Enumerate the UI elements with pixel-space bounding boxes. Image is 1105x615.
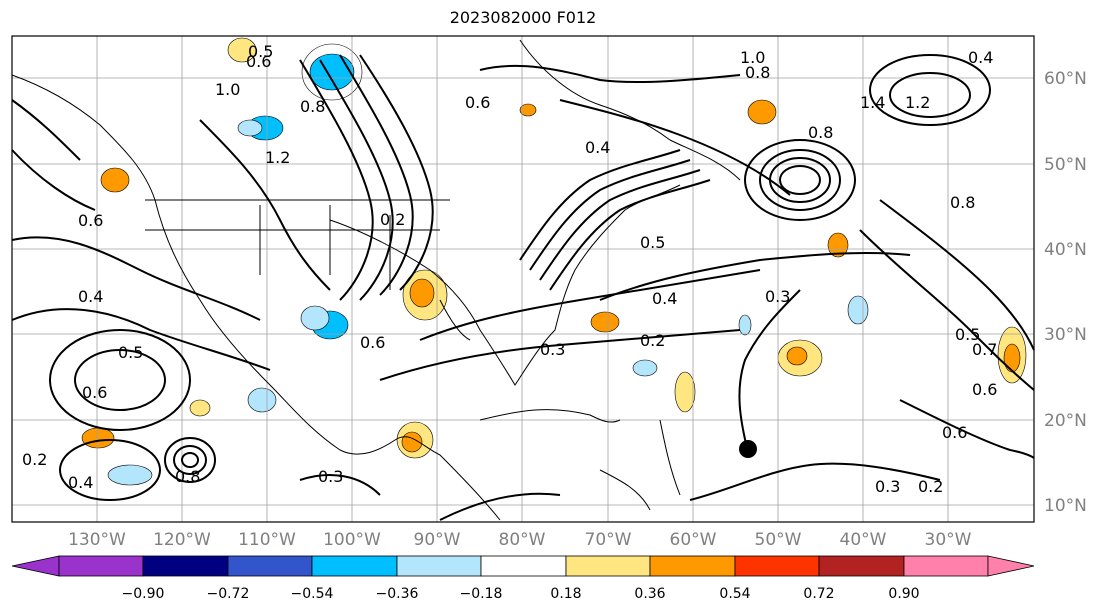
colorbar-segment: [396, 555, 482, 577]
colorbar-tick-label: −0.18: [460, 586, 503, 602]
contour-label: 0.3: [875, 477, 900, 496]
contour-label: 0.4: [652, 289, 677, 308]
colorbar-segment: [649, 555, 736, 577]
lon-label: 70°W: [585, 530, 632, 550]
lat-label: 10°N: [1044, 496, 1087, 516]
contour-label: 0.6: [78, 211, 103, 230]
contour-label: 0.5: [640, 233, 665, 252]
lat-label: 60°N: [1044, 69, 1087, 89]
colorbar-extend-right: [987, 555, 1035, 577]
lat-label: 30°N: [1044, 325, 1087, 345]
lon-label: 120°W: [153, 530, 211, 550]
contour-label: 0.6: [942, 423, 967, 442]
contour-label: 0.3: [318, 467, 343, 486]
contour-lines: [11, 54, 1035, 521]
colorbar-tick-label: −0.36: [376, 586, 419, 602]
contour-label: 0.8: [300, 97, 325, 116]
colorbar-tick-label: 0.18: [550, 586, 581, 602]
contour-label: 0.5: [248, 42, 273, 61]
lon-labels: 130°W 120°W 110°W 100°W 90°W 80°W 70°W 6…: [68, 530, 972, 550]
contour-label: 0.8: [745, 63, 770, 82]
contour-label: 0.4: [585, 138, 610, 157]
map-title: 2023082000 F012: [449, 8, 597, 27]
lon-label: 80°W: [499, 530, 546, 550]
lat-label: 50°N: [1044, 155, 1087, 175]
colorbar-tick-label: −0.54: [291, 586, 334, 602]
contour-label: 0.2: [918, 477, 943, 496]
lat-label: 40°N: [1044, 240, 1087, 260]
lon-label: 90°W: [414, 530, 461, 550]
contour-label: 0.2: [22, 450, 47, 469]
colorbar-tick-label: 0.72: [803, 586, 834, 602]
colorbar-segment: [734, 555, 820, 577]
contour-label: 1.2: [265, 148, 290, 167]
contour-label: 0.6: [465, 93, 490, 112]
colorbar-tick-label: 0.54: [719, 586, 750, 602]
colorbar-segment: [227, 555, 313, 577]
colorbar-segment: [480, 555, 567, 577]
colorbar-extend-left: [11, 555, 60, 577]
contour-label: 0.8: [175, 467, 200, 486]
contour-label: 1.0: [215, 80, 240, 99]
lon-label: 50°W: [755, 530, 802, 550]
contour-labels: 0.5 0.6 0.8 1.0 0.6 0.8 1.2 0.2 0.4 0.8 …: [22, 42, 997, 496]
contour-label: 0.8: [950, 193, 975, 212]
contour-label: 1.0: [740, 48, 765, 67]
contour-label: 0.7: [972, 340, 997, 359]
contour-label: 0.2: [640, 331, 665, 350]
colorbar-segment: [818, 555, 905, 577]
colorbar-tick-label: 0.36: [634, 586, 665, 602]
contour-label: 0.3: [540, 340, 565, 359]
colorbar-ticks: −0.90 −0.72 −0.54 −0.36 −0.18 0.18 0.36 …: [122, 586, 920, 602]
shaded-anomalies: [81, 37, 1027, 486]
contour-label: 0.2: [380, 210, 405, 229]
lon-label: 110°W: [238, 530, 296, 550]
contour-label: 0.5: [955, 325, 980, 344]
storm-center-marker: [739, 440, 757, 458]
colorbar: [11, 555, 1035, 577]
colorbar-segment: [903, 555, 989, 577]
lon-label: 130°W: [68, 530, 126, 550]
lat-label: 20°N: [1044, 411, 1087, 431]
contour-label: 0.4: [968, 48, 993, 67]
colorbar-tick-label: 0.90: [888, 586, 919, 602]
coastlines: [11, 39, 741, 521]
contour-label: 0.6: [972, 380, 997, 399]
contour-label: 0.4: [78, 287, 103, 306]
map-border: [11, 35, 1035, 523]
contour-label: 1.2: [905, 93, 930, 112]
contour-label: 1.4: [860, 93, 885, 112]
contour-label: 0.5: [118, 343, 143, 362]
lat-labels: 60°N 50°N 40°N 30°N 20°N 10°N: [1044, 69, 1087, 516]
lon-label: 60°W: [670, 530, 717, 550]
colorbar-segment: [311, 555, 398, 577]
contour-label: 0.3: [765, 287, 790, 306]
contour-label: 0.8: [808, 123, 833, 142]
contour-label: 0.6: [246, 52, 271, 71]
lon-label: 30°W: [925, 530, 972, 550]
colorbar-segment: [58, 555, 144, 577]
contour-label: 0.4: [68, 473, 93, 492]
colorbar-segment: [142, 555, 229, 577]
lon-label: 100°W: [323, 530, 381, 550]
colorbar-tick-label: −0.72: [207, 586, 250, 602]
graticule: [12, 36, 1034, 522]
contour-label: 0.6: [360, 333, 385, 352]
contour-label: 0.6: [82, 383, 107, 402]
colorbar-tick-label: −0.90: [122, 586, 165, 602]
lon-label: 40°W: [840, 530, 887, 550]
colorbar-segment: [565, 555, 651, 577]
